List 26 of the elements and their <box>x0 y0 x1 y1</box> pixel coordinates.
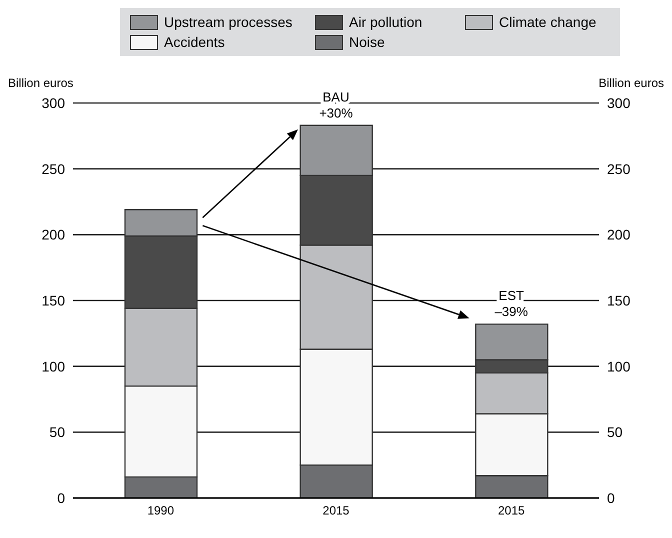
y-tick-label: 50 <box>49 424 66 440</box>
y2-axis-title: Billion euros <box>598 76 664 90</box>
annotation: EST –39% <box>494 288 528 320</box>
y-tick-label: 150 <box>42 292 66 308</box>
y-tick-label: 0 <box>57 490 66 506</box>
y2-tick-label: 250 <box>607 160 631 177</box>
y-tick-label: 300 <box>42 94 66 111</box>
y2-tick-label: 0 <box>607 490 615 506</box>
y2-tick-label: 200 <box>607 226 631 243</box>
x-tick-label: 2015 <box>322 504 350 518</box>
y2-tick-label: 150 <box>607 292 631 308</box>
legend-label: Noise <box>349 34 385 50</box>
y-tick-label: 250 <box>42 160 66 177</box>
y-tick-label: 100 <box>42 358 66 374</box>
y2-tick-label: 50 <box>607 424 623 440</box>
y-tick-label: 200 <box>42 226 66 243</box>
y2-tick-label: 300 <box>607 94 631 111</box>
legend-label: Accidents <box>164 34 225 50</box>
legend-label: Upstream processes <box>164 14 292 30</box>
x-tick-label: 1990 <box>147 504 174 518</box>
y-axis-title: Billion euros <box>8 76 74 90</box>
annotation: BAU +30% <box>319 89 354 120</box>
legend-label: Climate change <box>499 14 596 30</box>
y2-tick-label: 100 <box>607 358 631 374</box>
legend-label: Air pollution <box>349 14 422 30</box>
x-tick-label: 2015 <box>498 504 526 518</box>
